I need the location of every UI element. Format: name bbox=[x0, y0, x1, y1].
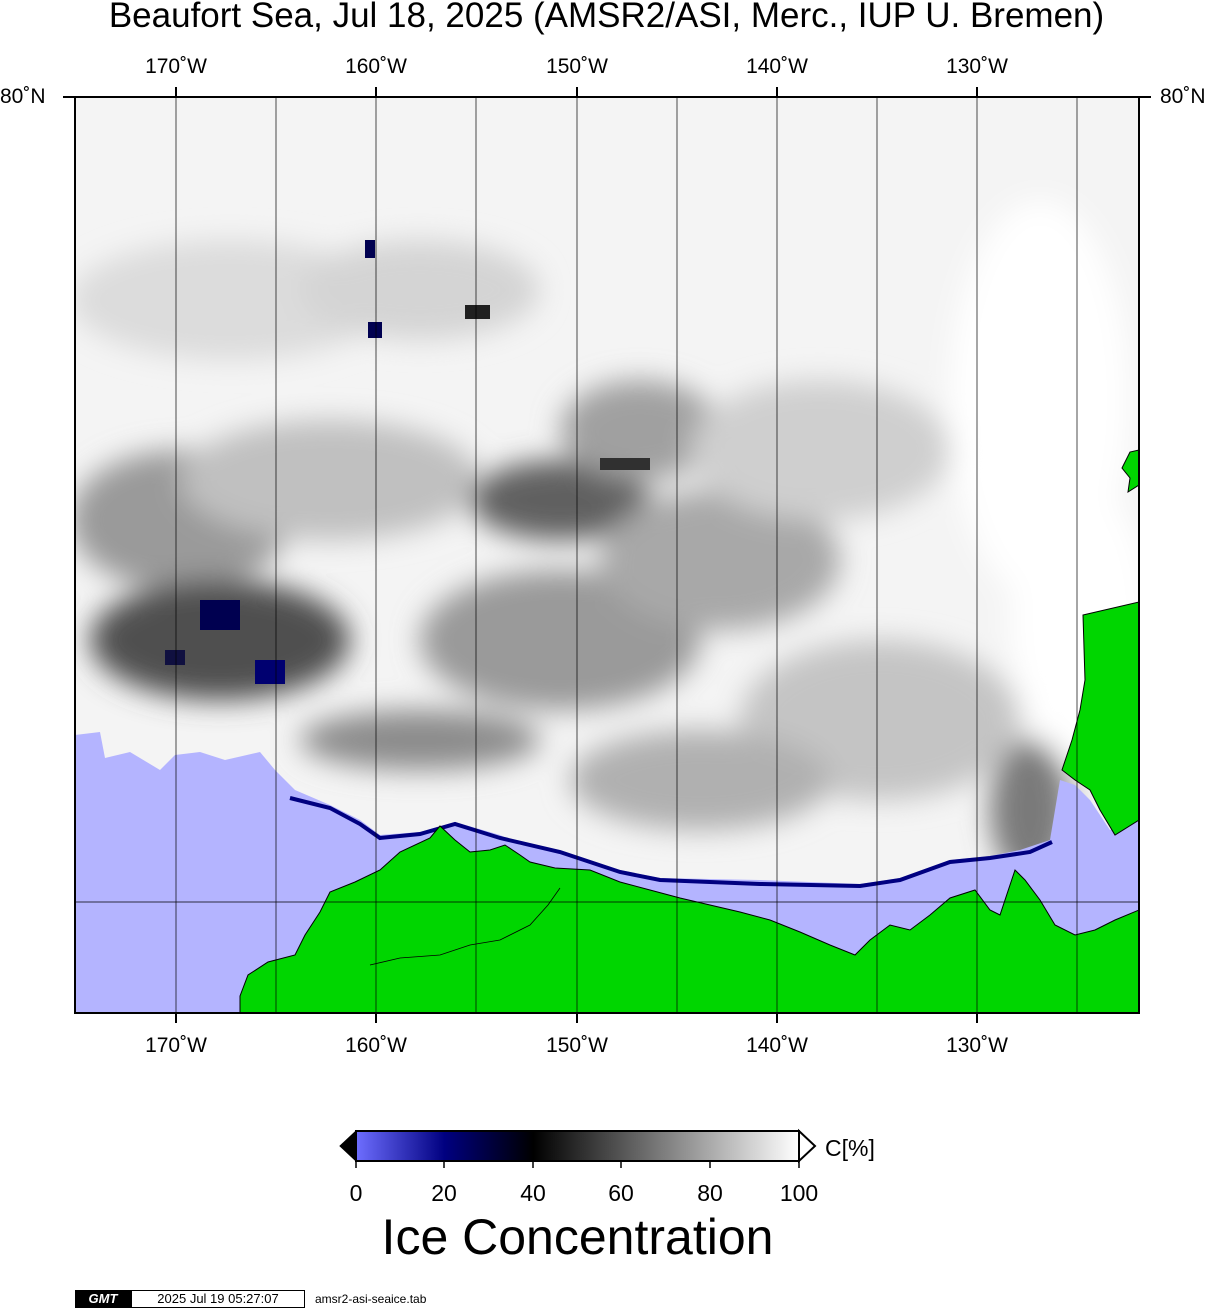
colorbar-over-triangle bbox=[798, 1128, 817, 1164]
lat-label-left-80n: 80˚N bbox=[0, 85, 46, 108]
colorbar-tick-60: 60 bbox=[608, 1180, 634, 1206]
colorbar-tick-20: 20 bbox=[431, 1180, 457, 1206]
colorbar-tick-100: 100 bbox=[779, 1180, 819, 1206]
colorbar-title: Ice Concentration bbox=[381, 1209, 774, 1265]
map-frame-ticks bbox=[63, 87, 1151, 1023]
lon-label-top-140w: 140˚W bbox=[746, 55, 808, 78]
map-title: Beaufort Sea, Jul 18, 2025 (AMSR2/ASI, M… bbox=[108, 0, 1105, 35]
land-banks-island bbox=[1121, 449, 1139, 494]
ice-edge-band bbox=[289, 796, 1053, 889]
colorbar-under-triangle bbox=[339, 1129, 357, 1163]
land-canada-east bbox=[1061, 601, 1139, 836]
colorbar-unit-label: C[%] bbox=[825, 1135, 875, 1161]
gmt-logo: GMT bbox=[75, 1290, 131, 1308]
colorbar-tick-80: 80 bbox=[697, 1180, 723, 1206]
map-frame bbox=[74, 96, 1140, 1014]
timestamp-box: 2025 Jul 19 05:27:07 bbox=[131, 1290, 305, 1308]
lat-label-right-80n: 80˚N bbox=[1160, 85, 1206, 108]
graticule bbox=[75, 97, 1139, 1013]
ice-field bbox=[75, 97, 1139, 1013]
lon-label-top-160w: 160˚W bbox=[345, 55, 407, 78]
ice-concentration-shading bbox=[75, 200, 1139, 880]
lon-label-bottom-130w: 130˚W bbox=[946, 1034, 1008, 1057]
lon-label-bottom-150w: 150˚W bbox=[546, 1034, 608, 1057]
lon-label-top-150w: 150˚W bbox=[546, 55, 608, 78]
lon-label-bottom-140w: 140˚W bbox=[746, 1034, 808, 1057]
border-line bbox=[369, 887, 561, 966]
source-filename: amsr2-asi-seaice.tab bbox=[315, 1292, 427, 1306]
colorbar-tick-0: 0 bbox=[349, 1180, 363, 1206]
lon-label-top-170w: 170˚W bbox=[145, 55, 207, 78]
lon-label-bottom-160w: 160˚W bbox=[345, 1034, 407, 1057]
colorbar-ramp bbox=[355, 1130, 800, 1162]
colorbar-tick-40: 40 bbox=[520, 1180, 546, 1206]
low-concentration-patches bbox=[165, 240, 650, 684]
lon-label-bottom-170w: 170˚W bbox=[145, 1034, 207, 1057]
colorbar bbox=[339, 1128, 817, 1168]
lon-label-top-130w: 130˚W bbox=[946, 55, 1008, 78]
